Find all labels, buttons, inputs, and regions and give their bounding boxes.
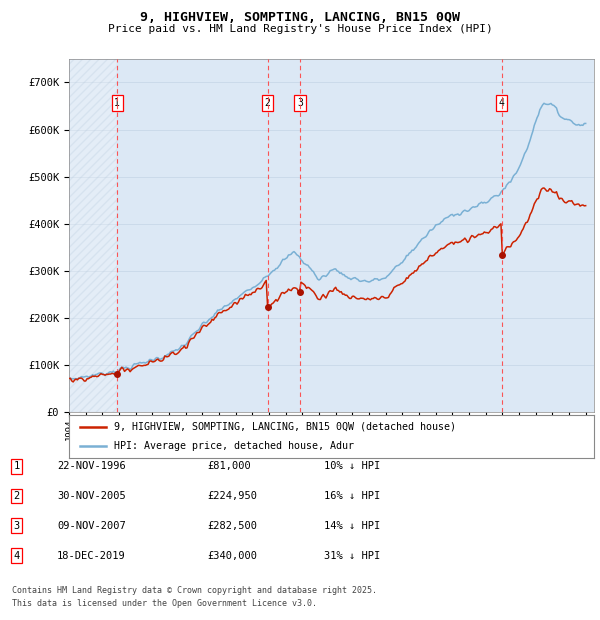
Bar — [69, 59, 117, 412]
Text: 4: 4 — [14, 551, 20, 560]
Text: £340,000: £340,000 — [207, 551, 257, 560]
Text: £224,950: £224,950 — [207, 491, 257, 501]
Text: Contains HM Land Registry data © Crown copyright and database right 2025.: Contains HM Land Registry data © Crown c… — [12, 586, 377, 595]
Text: 3: 3 — [14, 521, 20, 531]
Text: 09-NOV-2007: 09-NOV-2007 — [57, 521, 126, 531]
Text: 16% ↓ HPI: 16% ↓ HPI — [324, 491, 380, 501]
Text: 3: 3 — [297, 98, 303, 108]
Text: 2: 2 — [14, 491, 20, 501]
Text: 10% ↓ HPI: 10% ↓ HPI — [324, 461, 380, 471]
Text: 31% ↓ HPI: 31% ↓ HPI — [324, 551, 380, 560]
Text: HPI: Average price, detached house, Adur: HPI: Average price, detached house, Adur — [113, 441, 353, 451]
Text: £81,000: £81,000 — [207, 461, 251, 471]
Text: This data is licensed under the Open Government Licence v3.0.: This data is licensed under the Open Gov… — [12, 600, 317, 608]
Text: £282,500: £282,500 — [207, 521, 257, 531]
Text: 14% ↓ HPI: 14% ↓ HPI — [324, 521, 380, 531]
Text: 1: 1 — [114, 98, 120, 108]
Text: Price paid vs. HM Land Registry's House Price Index (HPI): Price paid vs. HM Land Registry's House … — [107, 24, 493, 33]
Text: 22-NOV-1996: 22-NOV-1996 — [57, 461, 126, 471]
Text: 2: 2 — [265, 98, 271, 108]
Text: 4: 4 — [499, 98, 505, 108]
Text: 30-NOV-2005: 30-NOV-2005 — [57, 491, 126, 501]
Text: 18-DEC-2019: 18-DEC-2019 — [57, 551, 126, 560]
Text: 9, HIGHVIEW, SOMPTING, LANCING, BN15 0QW (detached house): 9, HIGHVIEW, SOMPTING, LANCING, BN15 0QW… — [113, 422, 455, 432]
Text: 9, HIGHVIEW, SOMPTING, LANCING, BN15 0QW: 9, HIGHVIEW, SOMPTING, LANCING, BN15 0QW — [140, 11, 460, 24]
Text: 1: 1 — [14, 461, 20, 471]
